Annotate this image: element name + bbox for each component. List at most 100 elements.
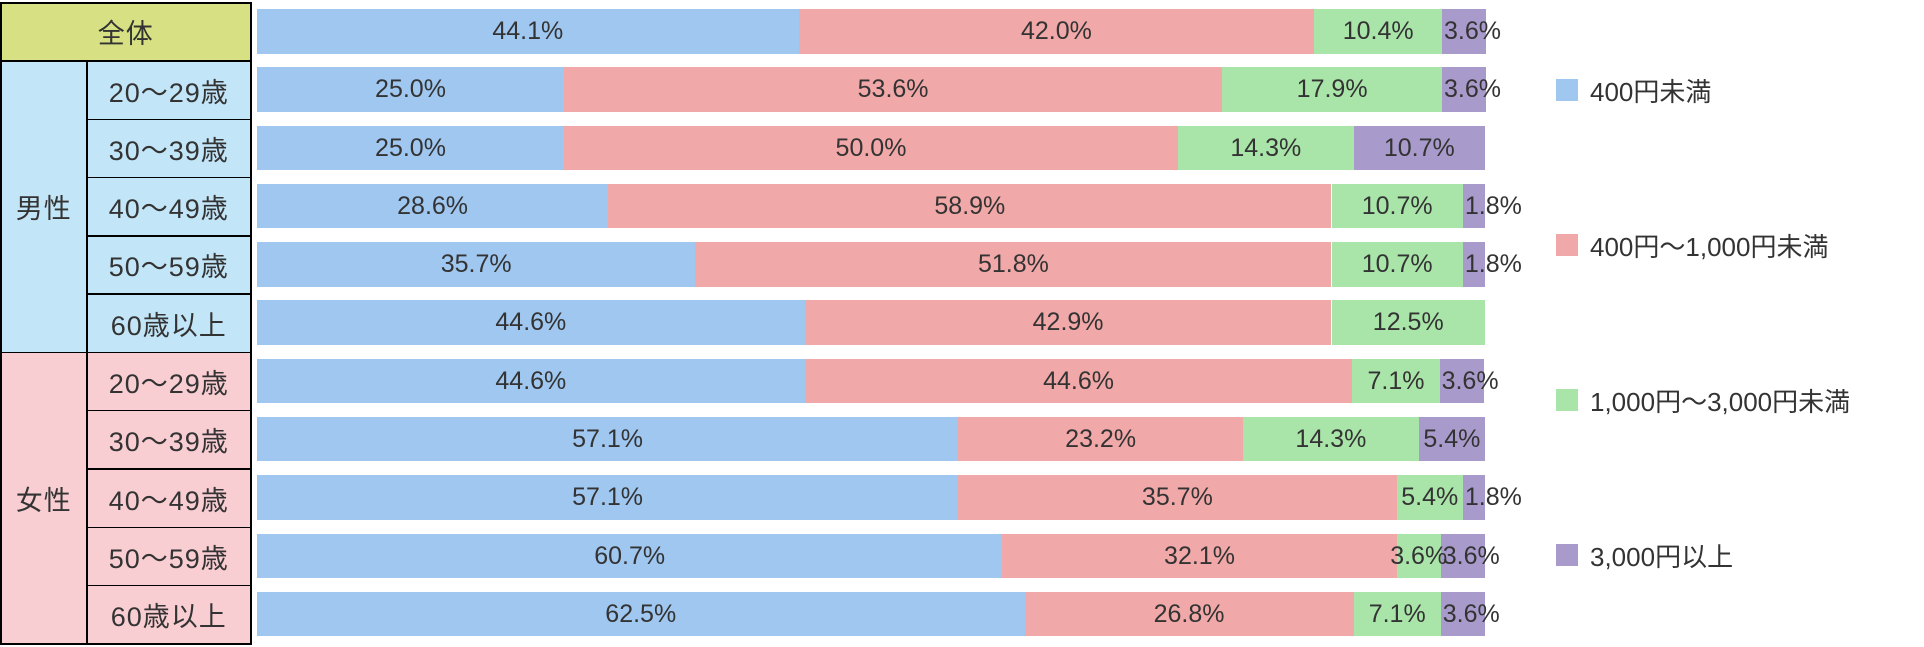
bar-label: 5.4% [1423,424,1481,453]
bar-segment-series2 [804,358,1353,404]
bar-label: 10.4% [1342,17,1414,45]
legend-item: 400円〜1,000円未満 [1556,229,1828,262]
bar-label: 26.8% [1153,599,1225,628]
bar-segment-series2 [1002,533,1397,579]
bar-label: 3.6% [1442,599,1500,628]
legend-label: 400円未満 [1590,76,1712,107]
bar-label: 42.9% [1032,308,1104,337]
bar-segment-series1 [257,591,1025,637]
bar-segment-series1 [257,358,805,404]
bar-label: 35.7% [1141,483,1213,512]
bar-segment-series1 [257,300,805,345]
bar-segment-series4 [1440,591,1485,637]
bar-segment-series4 [1418,416,1485,462]
bar-label: 42.0% [1020,17,1092,45]
bar-label: 3.6% [1444,75,1501,104]
bar-row: 44.6% 44.6% 7.1% 3.6% [257,358,1499,404]
bar-row: 57.1% 23.2% 14.3% 5.4% [257,416,1485,462]
bar-label: 3.6% [1441,366,1499,395]
bar-segment-series4 [1442,67,1487,112]
bar-label: 10.7% [1361,191,1433,220]
age-cell: 40〜49歳 [87,178,250,236]
legend-swatch [1556,79,1578,101]
bar-label: 25.0% [375,75,446,104]
group-cell-female: 女性 [1,353,86,644]
bar-label: 60.7% [594,541,666,570]
group-cell-male: 男性 [1,61,86,352]
bar-label: 44.6% [1043,366,1114,395]
bar-label: 44.6% [495,308,567,337]
bar-row: 25.0% 50.0% 14.3% 10.7% [257,125,1485,171]
bar-label: 57.1% [572,483,644,512]
bar-segment-series1 [257,67,564,112]
bar-segment-series3 [1331,242,1463,287]
legend-item: 3,000円以上 [1556,539,1734,572]
bar-row: 57.1% 35.7% 5.4% 1.8% [257,475,1522,520]
bar-label: 25.0% [375,133,446,162]
legend-item: 400円未満 [1556,74,1712,107]
bar-segment-series3 [1331,183,1463,229]
bar-segment-series4 [1439,358,1484,404]
bar-segment-series1 [257,125,564,171]
bar-label: 3.6% [1390,541,1448,570]
legend-swatch [1556,389,1578,411]
bar-label: 1.8% [1464,250,1522,279]
bar-segment-series4 [1462,242,1485,287]
bar-label: 28.6% [397,191,469,220]
bar-label: 23.2% [1065,424,1137,453]
bar-segment-series2 [608,183,1332,229]
legend-swatch [1556,234,1578,256]
bar-segment-series3 [1178,125,1354,171]
bar-segment-series2 [695,242,1332,287]
bar-row: 60.7% 32.1% 3.6% 3.6% [257,533,1500,579]
age-cell: 20〜29歳 [87,61,250,119]
bar-segment-series2 [564,125,1178,171]
bar-segment-series3 [1352,358,1440,404]
age-cell: 30〜39歳 [87,411,250,469]
bar-label: 3.6% [1444,17,1501,45]
bar-label: 58.9% [934,191,1006,220]
bar-segment-series1 [257,9,799,54]
bar-label: 12.5% [1372,308,1444,337]
legend-label: 3,000円以上 [1590,541,1734,572]
bar-row: 25.0% 53.6% 17.9% 3.6% [257,67,1501,112]
bar-label: 32.1% [1164,541,1235,570]
bar-segment-series1 [257,533,1003,579]
bar-label: 1.8% [1464,483,1522,512]
bar-row: 44.1% 42.0% 10.4% 3.6% [257,9,1501,54]
bar-segment-series3 [1243,416,1419,462]
bar-label: 44.1% [492,17,564,45]
bar-label: 10.7% [1361,250,1433,279]
bar-segment-series4 [1440,533,1485,579]
bar-segment-series1 [257,475,959,520]
bar-segment-series3 [1396,475,1463,520]
bar-segment-series3 [1396,533,1441,579]
overall-cell: 全体 [1,3,250,61]
bar-label: 1.8% [1464,191,1522,220]
bar-row: 35.7% 51.8% 10.7% 1.8% [257,242,1522,287]
bar-label: 62.5% [605,599,677,628]
bar-label: 51.8% [977,250,1049,279]
age-cell: 50〜59歳 [87,528,250,585]
bar-segment-series1 [257,242,696,287]
bar-segment-series2 [958,475,1397,520]
bar-segment-series2 [798,9,1315,54]
bar-row: 28.6% 58.9% 10.7% 1.8% [257,183,1522,229]
bar-label: 14.3% [1295,424,1367,453]
bar-segment-series2 [804,300,1332,345]
bar-row: 62.5% 26.8% 7.1% 3.6% [257,591,1500,637]
bar-segment-series3 [1222,67,1442,112]
bar-label: 50.0% [835,133,907,162]
bar-segment-series1 [257,183,609,229]
bar-segment-series4 [1442,9,1487,54]
age-cell: 40〜49歳 [87,469,250,527]
bar-label: 7.1% [1367,366,1425,395]
bar-label: 5.4% [1401,483,1459,512]
bar-segment-series3 [1353,591,1441,637]
age-cell: 50〜59歳 [87,236,250,294]
bar-label: 10.7% [1383,133,1455,162]
age-cell: 30〜39歳 [87,120,250,177]
age-cell: 60歳以上 [87,586,250,644]
bar-row: 44.6% 42.9% 12.5% [257,300,1485,345]
